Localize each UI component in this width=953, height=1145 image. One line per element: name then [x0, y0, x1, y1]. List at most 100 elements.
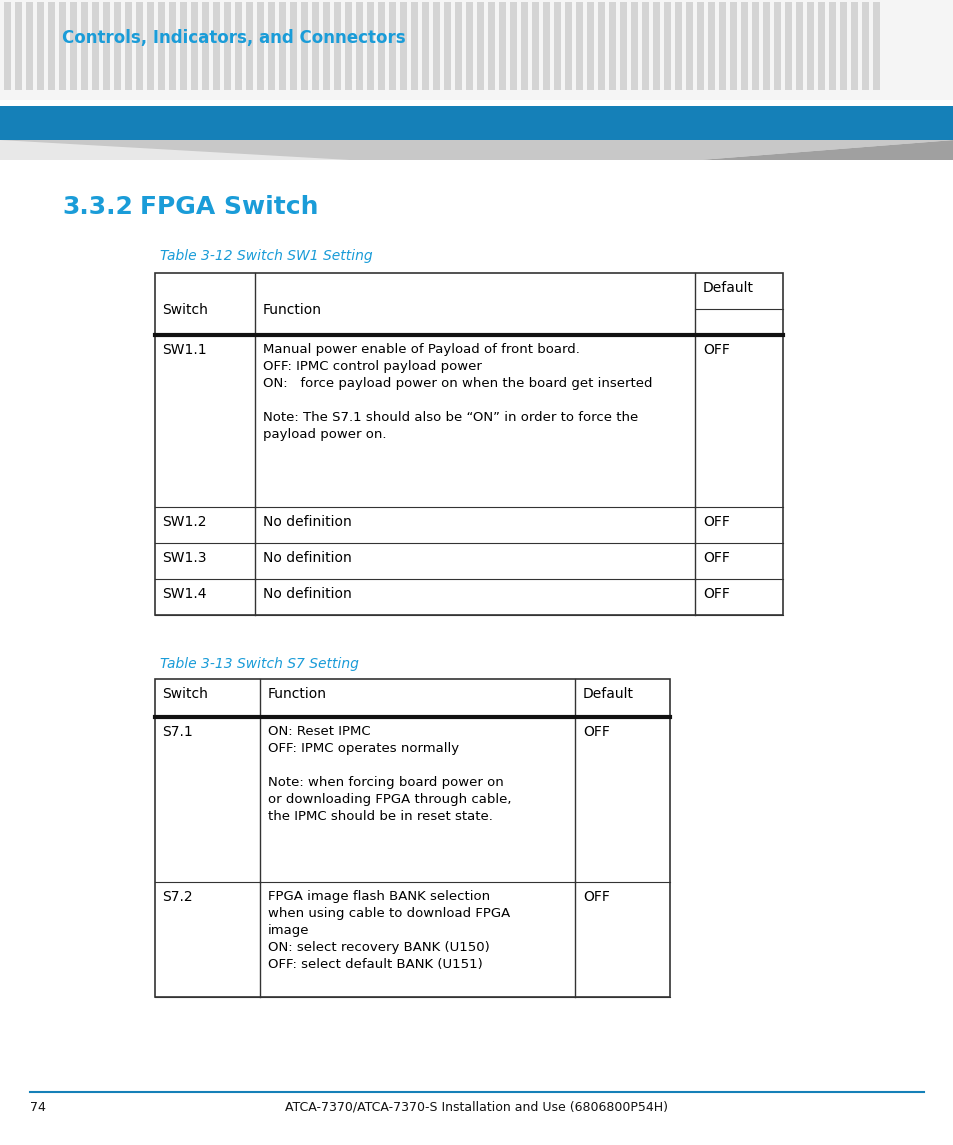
Bar: [246, 16, 253, 34]
Bar: [762, 44, 769, 62]
Bar: [334, 72, 340, 90]
Bar: [795, 72, 802, 90]
Bar: [81, 44, 88, 62]
Bar: [455, 30, 461, 48]
Bar: [751, 2, 759, 19]
Bar: [795, 16, 802, 34]
Bar: [850, 44, 857, 62]
Bar: [872, 72, 879, 90]
Bar: [443, 2, 451, 19]
Bar: [125, 58, 132, 76]
Bar: [113, 72, 121, 90]
Bar: [554, 44, 560, 62]
Bar: [377, 2, 385, 19]
Bar: [26, 16, 33, 34]
Bar: [608, 72, 616, 90]
Bar: [586, 2, 594, 19]
Bar: [828, 58, 835, 76]
Bar: [91, 44, 99, 62]
Bar: [685, 72, 692, 90]
Bar: [598, 58, 604, 76]
Bar: [817, 30, 824, 48]
Bar: [290, 72, 296, 90]
Bar: [411, 72, 417, 90]
Bar: [817, 44, 824, 62]
Bar: [26, 30, 33, 48]
Bar: [389, 2, 395, 19]
Bar: [697, 16, 703, 34]
Bar: [256, 2, 264, 19]
Bar: [685, 2, 692, 19]
Bar: [158, 58, 165, 76]
Bar: [806, 44, 813, 62]
Bar: [719, 2, 725, 19]
Bar: [630, 2, 638, 19]
Bar: [806, 2, 813, 19]
Bar: [26, 44, 33, 62]
Bar: [224, 30, 231, 48]
Bar: [532, 16, 538, 34]
Bar: [455, 58, 461, 76]
Bar: [421, 58, 429, 76]
Bar: [663, 30, 670, 48]
Bar: [719, 16, 725, 34]
Bar: [411, 16, 417, 34]
Text: Switch: Switch: [162, 687, 208, 701]
Bar: [4, 30, 11, 48]
Bar: [278, 30, 286, 48]
Bar: [213, 72, 220, 90]
Bar: [290, 2, 296, 19]
Bar: [542, 44, 550, 62]
Bar: [81, 58, 88, 76]
Bar: [234, 72, 242, 90]
Bar: [411, 30, 417, 48]
Bar: [59, 30, 66, 48]
Bar: [488, 72, 495, 90]
Bar: [817, 58, 824, 76]
Bar: [488, 16, 495, 34]
Bar: [476, 44, 483, 62]
Bar: [180, 58, 187, 76]
Bar: [147, 58, 153, 76]
Bar: [685, 58, 692, 76]
Bar: [147, 2, 153, 19]
Bar: [465, 44, 473, 62]
Bar: [729, 30, 737, 48]
Bar: [641, 16, 648, 34]
Bar: [542, 2, 550, 19]
Text: OFF: OFF: [702, 344, 729, 357]
Bar: [70, 2, 77, 19]
Bar: [125, 44, 132, 62]
Bar: [586, 72, 594, 90]
Bar: [455, 72, 461, 90]
Bar: [433, 58, 439, 76]
Bar: [840, 16, 846, 34]
Bar: [510, 30, 517, 48]
Bar: [455, 44, 461, 62]
Bar: [433, 72, 439, 90]
Bar: [554, 16, 560, 34]
Bar: [246, 44, 253, 62]
Bar: [862, 44, 868, 62]
Bar: [586, 16, 594, 34]
Bar: [697, 72, 703, 90]
Bar: [433, 44, 439, 62]
Bar: [532, 30, 538, 48]
Bar: [224, 72, 231, 90]
Bar: [564, 16, 572, 34]
Polygon shape: [700, 140, 953, 160]
Bar: [103, 72, 110, 90]
Bar: [510, 2, 517, 19]
Bar: [290, 16, 296, 34]
Bar: [862, 72, 868, 90]
Bar: [411, 58, 417, 76]
Bar: [850, 58, 857, 76]
Bar: [697, 30, 703, 48]
Bar: [465, 72, 473, 90]
Bar: [191, 58, 198, 76]
Bar: [180, 44, 187, 62]
Bar: [158, 16, 165, 34]
Bar: [278, 72, 286, 90]
Bar: [773, 58, 781, 76]
Bar: [147, 30, 153, 48]
